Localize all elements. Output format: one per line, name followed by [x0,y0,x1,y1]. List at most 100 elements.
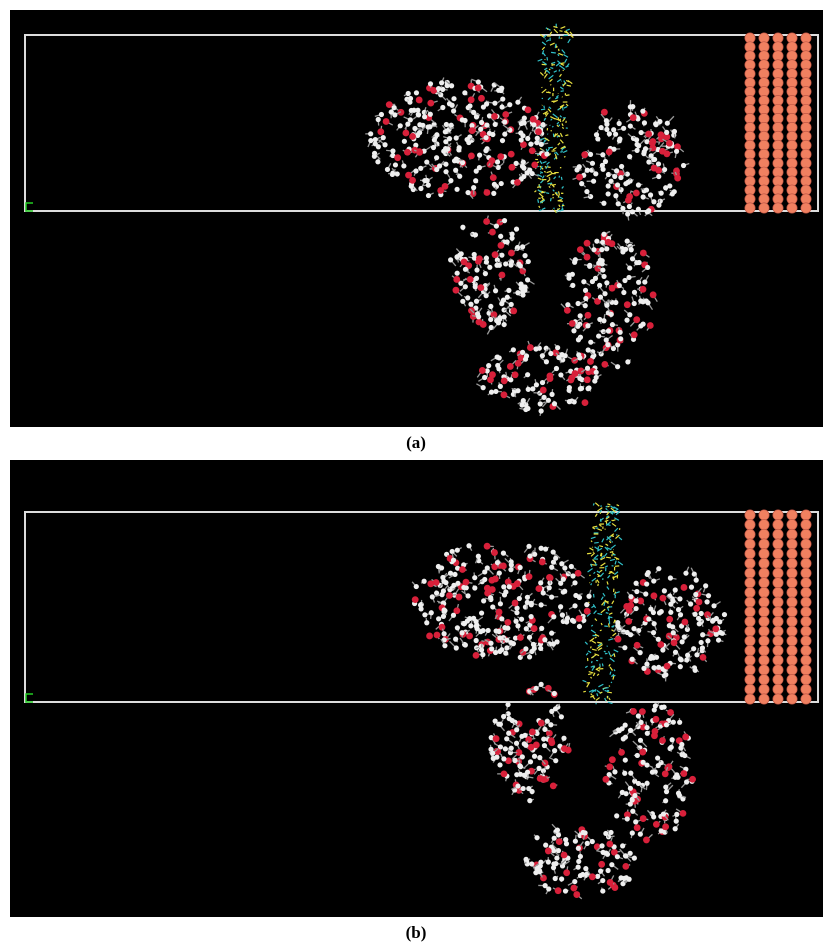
atom [570,573,575,578]
atom [368,138,373,143]
strip-bond [559,31,562,32]
atom [628,123,633,128]
panel-caption: (b) [406,923,427,942]
atom [642,279,647,284]
atom [481,628,486,633]
atom [569,564,574,569]
atom [525,372,530,377]
atom [693,592,698,597]
atom [664,789,669,794]
oxygen-atom [426,633,433,640]
atom [562,565,567,570]
atom [533,346,538,351]
oxygen-atom [662,823,669,830]
atom [409,184,414,189]
atom [398,123,403,128]
oxygen-atom [680,810,687,817]
atom [491,191,496,196]
atom [604,127,609,132]
atom [510,718,515,723]
atom [514,741,519,746]
atom [497,570,502,575]
atom [605,342,610,347]
oxygen-atom [416,97,423,104]
atom [652,621,657,626]
oxygen-atom [501,391,508,398]
atom [638,738,643,743]
atom [493,389,498,394]
atom [373,137,378,142]
atom [636,207,641,212]
atom [663,672,668,677]
oxygen-atom [561,745,568,752]
strip-bond [612,541,613,542]
metal-atom [801,645,811,655]
oxygen-atom [681,584,688,591]
atom [393,162,398,167]
atom [567,399,572,404]
atom [502,314,507,319]
atom [494,318,499,323]
atom [472,585,477,590]
atom [448,571,453,576]
metal-atom [787,549,797,559]
oxygen-atom [712,625,719,632]
panel-caption: (a) [406,433,426,452]
atom [595,874,600,879]
atom [376,117,381,122]
atom [665,121,670,126]
strip-bond [587,553,591,554]
oxygen-atom [548,737,555,744]
atom [462,90,467,95]
atom [582,830,587,835]
atom [552,401,557,406]
atom [537,755,542,760]
atom [465,593,470,598]
strip-bond [591,583,592,585]
oxygen-atom [607,879,614,886]
atom [625,180,630,185]
atom [553,861,558,866]
metal-atom [745,607,755,617]
atom [534,382,539,387]
atom [418,186,423,191]
atom [539,142,544,147]
oxygen-atom [652,728,659,735]
atom [705,599,710,604]
atom [609,312,614,317]
metal-atom [801,587,811,597]
metal-atom [773,558,783,568]
atom [616,201,621,206]
atom [692,612,697,617]
metal-atom [787,568,797,578]
atom [414,584,419,589]
atom [529,614,534,619]
atom [604,118,609,123]
metal-atom [801,607,811,617]
atom [693,668,698,673]
metal-atom [759,203,769,213]
atom [511,641,516,646]
atom [518,565,523,570]
atom [641,151,646,156]
atom [618,330,623,335]
strip-bond [547,57,548,60]
atom [418,166,423,171]
atom [492,182,497,187]
metal-atom [745,626,755,636]
atom [414,90,419,95]
panel-a-background [10,10,823,427]
atom [684,779,689,784]
atom [509,562,514,567]
atom [505,239,510,244]
atom [523,857,528,862]
oxygen-atom [484,189,491,196]
atom [382,142,387,147]
atom [579,386,584,391]
atom [546,859,551,864]
atom [532,552,537,557]
oxygen-atom [497,153,504,160]
oxygen-atom [618,749,625,756]
atom [549,594,554,599]
strip-bond [591,646,592,648]
